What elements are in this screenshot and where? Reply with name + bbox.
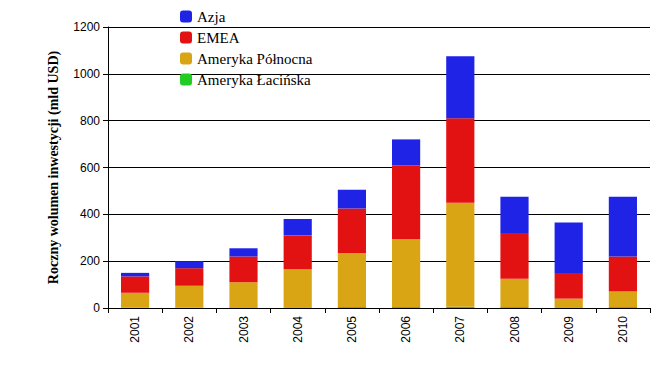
svg-text:EMEA: EMEA <box>197 30 240 46</box>
svg-text:2009: 2009 <box>562 316 576 343</box>
svg-text:0: 0 <box>93 301 100 315</box>
svg-text:600: 600 <box>80 161 100 175</box>
svg-text:Ameryka Północna: Ameryka Północna <box>197 51 313 67</box>
svg-text:2007: 2007 <box>453 316 467 343</box>
svg-text:Ameryka Łacińska: Ameryka Łacińska <box>197 72 311 88</box>
svg-text:200: 200 <box>80 254 100 268</box>
svg-text:400: 400 <box>80 207 100 221</box>
svg-text:1200: 1200 <box>73 20 100 34</box>
svg-text:2010: 2010 <box>616 316 630 343</box>
svg-text:2001: 2001 <box>128 316 142 343</box>
svg-text:2005: 2005 <box>345 316 359 343</box>
svg-text:2003: 2003 <box>237 316 251 343</box>
svg-text:2006: 2006 <box>399 316 413 343</box>
svg-text:2004: 2004 <box>291 316 305 343</box>
svg-text:2002: 2002 <box>182 316 196 343</box>
svg-text:Roczny wolumen inwestycji (mld: Roczny wolumen inwestycji (mld USD) <box>46 51 62 285</box>
svg-text:1000: 1000 <box>73 67 100 81</box>
svg-text:800: 800 <box>80 114 100 128</box>
svg-text:2008: 2008 <box>508 316 522 343</box>
svg-text:Azja: Azja <box>197 9 226 25</box>
